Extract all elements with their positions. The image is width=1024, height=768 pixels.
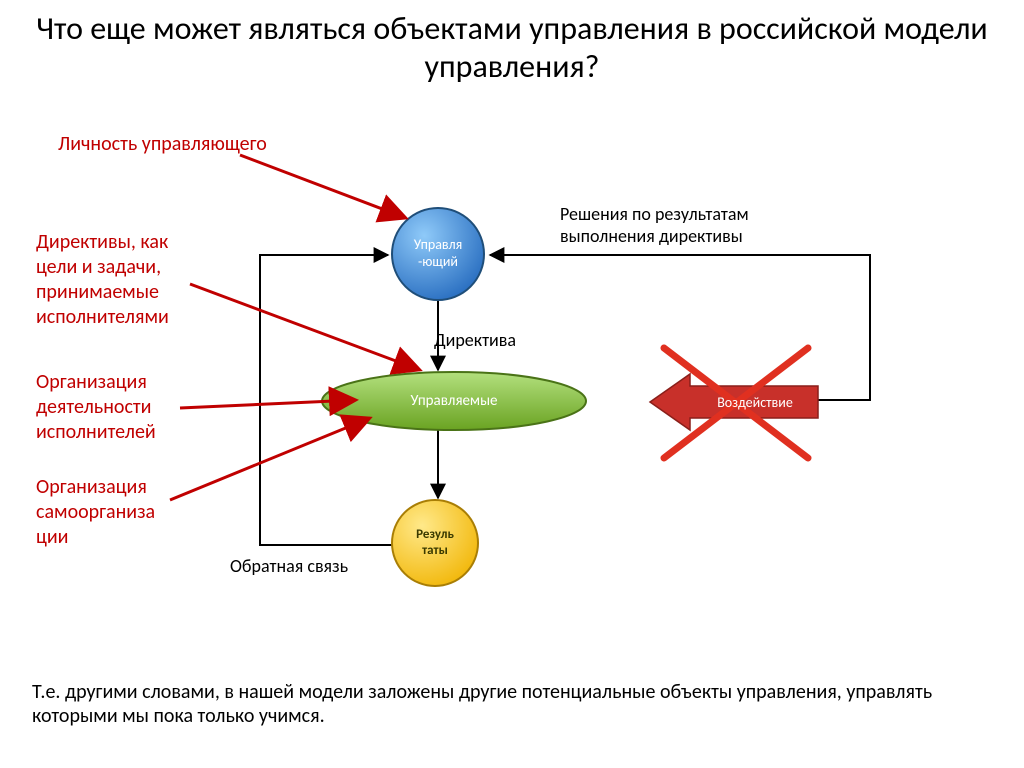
red-arrow-1 [240,155,406,218]
note-self-org: Организация самоорганиза ции [36,475,155,550]
slide: Что еще может являться объектами управле… [0,0,1024,768]
note-directives: Директивы, как цели и задачи, принимаемы… [36,230,169,330]
managed-label: Управляемые [322,372,586,430]
note-org-activity: Организация деятельности исполнителей [36,370,156,445]
impact-label: Воздействие [692,386,818,418]
note-personality: Личность управляющего [58,132,267,157]
result-label: Резуль таты [392,500,478,586]
red-arrow-2 [190,284,420,370]
label-feedback: Обратная связь [230,556,348,578]
slide-title: Что еще может являться объектами управле… [30,10,994,87]
controller-label: Управля -ющий [392,208,484,300]
label-directive: Директива [434,330,516,352]
label-decisions: Решения по результатам выполнения директ… [560,204,749,247]
red-arrow-4 [170,418,370,500]
bottom-paragraph: Т.е. другими словами, в нашей модели зал… [32,680,972,728]
